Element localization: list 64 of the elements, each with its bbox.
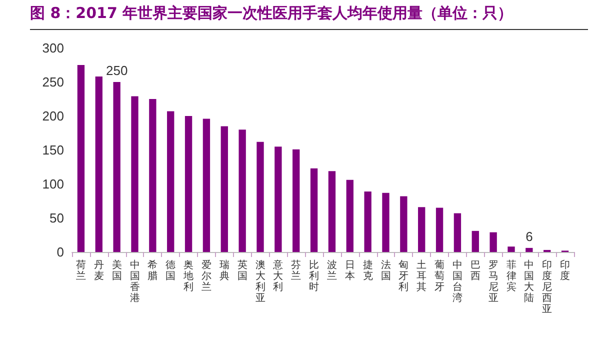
bar [167,111,174,252]
x-tick-label: 匈牙利 [398,259,409,293]
bar [418,207,426,252]
x-tick-label: 土耳其 [416,259,427,293]
bar [472,230,479,252]
bar [364,191,372,252]
x-tick-label: 奥地利 [182,259,194,293]
bar [95,76,102,252]
x-tick-label: 澳大利亚 [255,259,266,304]
bar [149,99,156,252]
y-tick-label: 50 [50,210,64,226]
x-tick-label: 印度尼西亚 [542,259,552,315]
bar [220,126,228,252]
x-tick-label: 比利时 [309,259,320,293]
x-tick-label: 菲律宾 [506,259,516,293]
x-tick-label: 法国 [380,259,391,282]
x-tick-label: 荷兰 [76,259,86,282]
x-tick-label: 印度 [560,259,570,282]
bar [490,232,497,252]
bar [184,116,192,252]
x-tick-label: 丹麦 [94,260,104,282]
y-tick-label: 300 [42,40,64,56]
x-tick-label: 爱尔兰 [201,259,212,293]
bar [292,149,300,252]
data-label: 6 [526,228,533,244]
bar [346,180,354,252]
x-tick-label: 德国 [166,260,176,282]
bar [508,246,515,252]
x-tick-label: 波兰 [326,259,337,282]
x-tick-label: 葡萄牙 [434,259,445,293]
data-label: 250 [106,63,128,78]
bar [526,248,533,252]
bar [77,65,85,252]
bar [256,142,264,252]
x-tick-label: 芬兰 [291,259,302,282]
bar [113,82,120,252]
bar [400,196,408,252]
bar [238,130,246,252]
bar [274,146,282,252]
bar [131,96,138,252]
x-tick-label: 中国大陆 [524,259,534,304]
x-tick-label: 希腊 [148,259,158,282]
bar [382,192,390,252]
y-tick-label: 150 [42,142,64,158]
y-tick-label: 200 [42,108,64,124]
x-tick-label: 英国 [237,259,248,282]
x-tick-label: 中国香港 [130,259,140,304]
y-tick-label: 250 [42,74,64,90]
x-tick-label: 美国 [112,259,122,282]
bar [436,208,444,252]
x-tick-label: 中国台湾 [452,259,462,304]
x-tick-label: 瑞典 [219,259,230,282]
bar [454,213,462,252]
x-tick-label: 巴西 [470,260,480,282]
bar [202,118,210,252]
y-tick-label: 100 [42,176,64,192]
bar [328,171,336,252]
x-tick-label: 意大利 [272,259,284,293]
x-tick-label: 日本 [344,260,355,282]
y-tick-label: 0 [56,244,64,260]
chart-title: 图 8：2017 年世界主要国家一次性医用手套人均年使用量（单位：只） [30,4,588,30]
x-tick-label: 罗马尼亚 [488,260,498,304]
bar [310,168,318,252]
x-tick-label: 捷克 [362,259,373,282]
